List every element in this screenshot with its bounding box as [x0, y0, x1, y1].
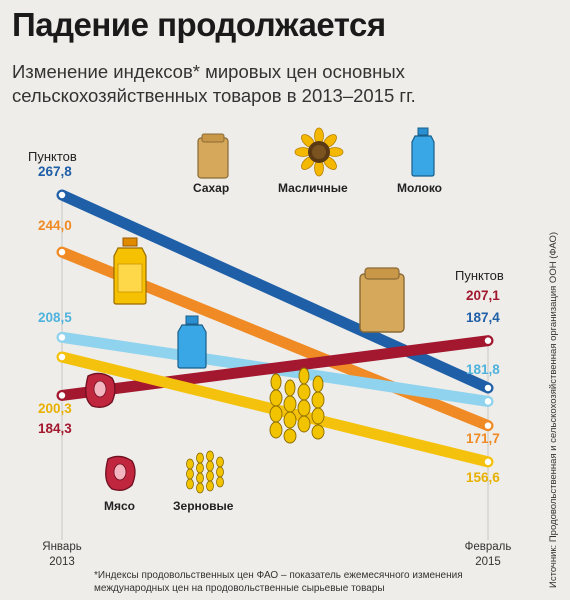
legend-dairy: Молоко	[397, 181, 442, 195]
milk-bottle-icon	[411, 127, 435, 177]
value-label-oils-start: 244,0	[38, 218, 72, 233]
steak-icon	[85, 372, 116, 408]
value-label-sugar-start: 267,8	[38, 164, 72, 179]
x-tick-start: Январь 2013	[42, 541, 81, 568]
point-dairy-start	[57, 332, 67, 343]
wheat-large-icon	[269, 367, 325, 444]
point-sugar-end	[483, 383, 493, 393]
point-sugar-start	[57, 190, 67, 200]
value-label-oils-end: 171,7	[466, 431, 500, 446]
point-cereals-end	[483, 457, 493, 467]
footnote: *Индексы продовольственных цен ФАО – пок…	[94, 570, 463, 594]
sugar-sack-icon	[197, 133, 229, 179]
value-label-cereals-end: 156,6	[466, 470, 500, 485]
milk-bottle-large-icon	[177, 315, 207, 369]
sunflower-icon	[294, 127, 344, 177]
unit-label-start: Пунктов	[28, 149, 77, 164]
value-label-meat-end: 207,1	[466, 288, 500, 303]
legend-oils: Масличные	[278, 181, 348, 195]
unit-label-end: Пунктов	[455, 268, 504, 283]
series-line-sugar	[56, 189, 494, 394]
oil-jar-icon	[113, 237, 147, 305]
value-label-dairy-end: 181,8	[466, 362, 500, 377]
series-line-meat	[56, 335, 494, 401]
legend-sugar: Сахар	[193, 181, 229, 195]
point-oils-start	[57, 247, 67, 257]
x-tick-end: Февраль 2015	[465, 541, 512, 568]
series-labels: 267,8 187,4 244,0 171,7 208,5 181,8 184,3 207,1…	[38, 164, 500, 485]
chart-title: Падение продолжается	[12, 6, 386, 43]
series-points	[57, 190, 493, 467]
point-meat-start	[57, 390, 67, 401]
chart-subtitle: Изменение индексов* мировых цен основных…	[12, 61, 416, 106]
point-oils-end	[483, 420, 493, 431]
legend-cereals: Зерновые	[173, 499, 234, 513]
value-label-dairy-start: 208,5	[38, 310, 72, 325]
point-meat-end	[483, 335, 493, 346]
point-dairy-end	[483, 396, 493, 407]
steak-legend-icon	[105, 455, 136, 491]
wheat-legend-icon	[186, 450, 224, 494]
value-label-sugar-end: 187,4	[466, 310, 500, 325]
legend-meat: Мясо	[104, 499, 135, 513]
value-label-meat-start: 184,3	[38, 421, 72, 436]
source-note: Источник: Продовольственная и сельскохоз…	[548, 231, 559, 588]
point-cereals-start	[57, 352, 67, 362]
sugar-sack-large-icon	[359, 267, 405, 333]
value-label-cereals-start: 200,3	[38, 401, 72, 416]
